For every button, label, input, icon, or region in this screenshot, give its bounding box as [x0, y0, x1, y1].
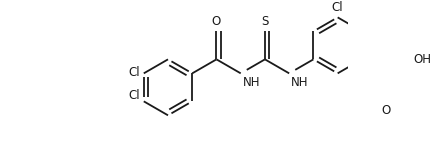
Text: O: O — [212, 15, 221, 28]
Text: Cl: Cl — [128, 89, 140, 102]
Text: S: S — [261, 15, 269, 28]
Text: Cl: Cl — [128, 66, 140, 79]
Text: NH: NH — [291, 76, 309, 89]
Text: Cl: Cl — [332, 1, 344, 14]
Text: OH: OH — [414, 53, 431, 66]
Text: NH: NH — [243, 76, 260, 89]
Text: O: O — [382, 104, 391, 117]
